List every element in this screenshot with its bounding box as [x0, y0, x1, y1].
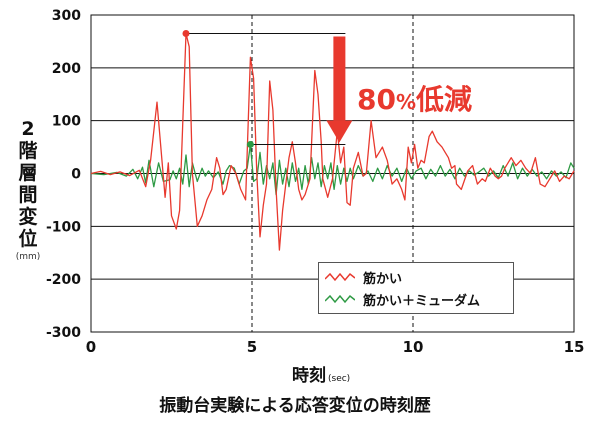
legend-item-brace-damper: 筋かい＋ミューダム — [325, 289, 480, 309]
x-tick-label: 15 — [564, 338, 585, 356]
tick-labels: 300 200 100 0 -100 -200 -300 0 5 10 15 — [46, 8, 584, 356]
legend: 筋かい 筋かい＋ミューダム — [318, 262, 514, 314]
y-tick-label: 100 — [52, 114, 81, 130]
y-axis-unit: (mm) — [15, 252, 41, 262]
arrow-head — [326, 120, 353, 143]
y-axis-title-char: 変 — [18, 206, 38, 228]
reduction-arrow — [326, 36, 353, 143]
y-axis-title-char: 層 — [18, 162, 38, 184]
x-tick-label: 10 — [403, 338, 424, 356]
y-tick-label: 300 — [52, 8, 81, 24]
y-axis-title-char: 位 — [18, 228, 38, 250]
y-tick-label: -300 — [46, 325, 81, 341]
y-axis-title-char: 階 — [18, 140, 38, 162]
x-tick-label: 0 — [86, 338, 96, 356]
peak-point-brace-damper — [246, 140, 254, 148]
legend-label: 筋かい＋ミューダム — [363, 293, 481, 309]
reduction-text: 低減 — [416, 83, 473, 116]
legend-label: 筋かい — [363, 271, 403, 287]
series-line-brace — [90, 32, 575, 251]
figure-caption: 振動台実験による応答変位の時刻歴 — [159, 396, 431, 416]
y-axis-title-char: 2 — [21, 118, 35, 140]
x-tick-label: 5 — [247, 338, 257, 356]
legend-swatch-red — [325, 272, 355, 282]
reduction-value: 80 — [357, 83, 396, 116]
x-axis-title-text: 時刻 — [292, 366, 326, 386]
reduction-markers — [182, 29, 346, 148]
y-axis-title: 2 階 層 間 変 位 (mm) — [8, 118, 48, 262]
series-line-brace-damper — [90, 143, 575, 196]
reduction-annotation: 80%低減 — [357, 78, 472, 118]
y-tick-label: 200 — [52, 61, 81, 77]
x-axis-title: 時刻 (sec) — [292, 361, 350, 386]
arrow-shaft — [333, 36, 346, 121]
x-axis-unit: (sec) — [328, 374, 351, 384]
y-tick-label: 0 — [71, 167, 81, 183]
legend-item-brace: 筋かい — [325, 267, 402, 287]
peak-point-brace — [182, 29, 190, 37]
y-axis-title-char: 間 — [18, 184, 38, 206]
series-lines — [90, 32, 575, 251]
legend-swatch-green — [325, 294, 355, 304]
y-tick-label: -100 — [46, 219, 81, 235]
y-tick-label: -200 — [46, 272, 81, 288]
reduction-percent-sign: % — [395, 90, 417, 114]
